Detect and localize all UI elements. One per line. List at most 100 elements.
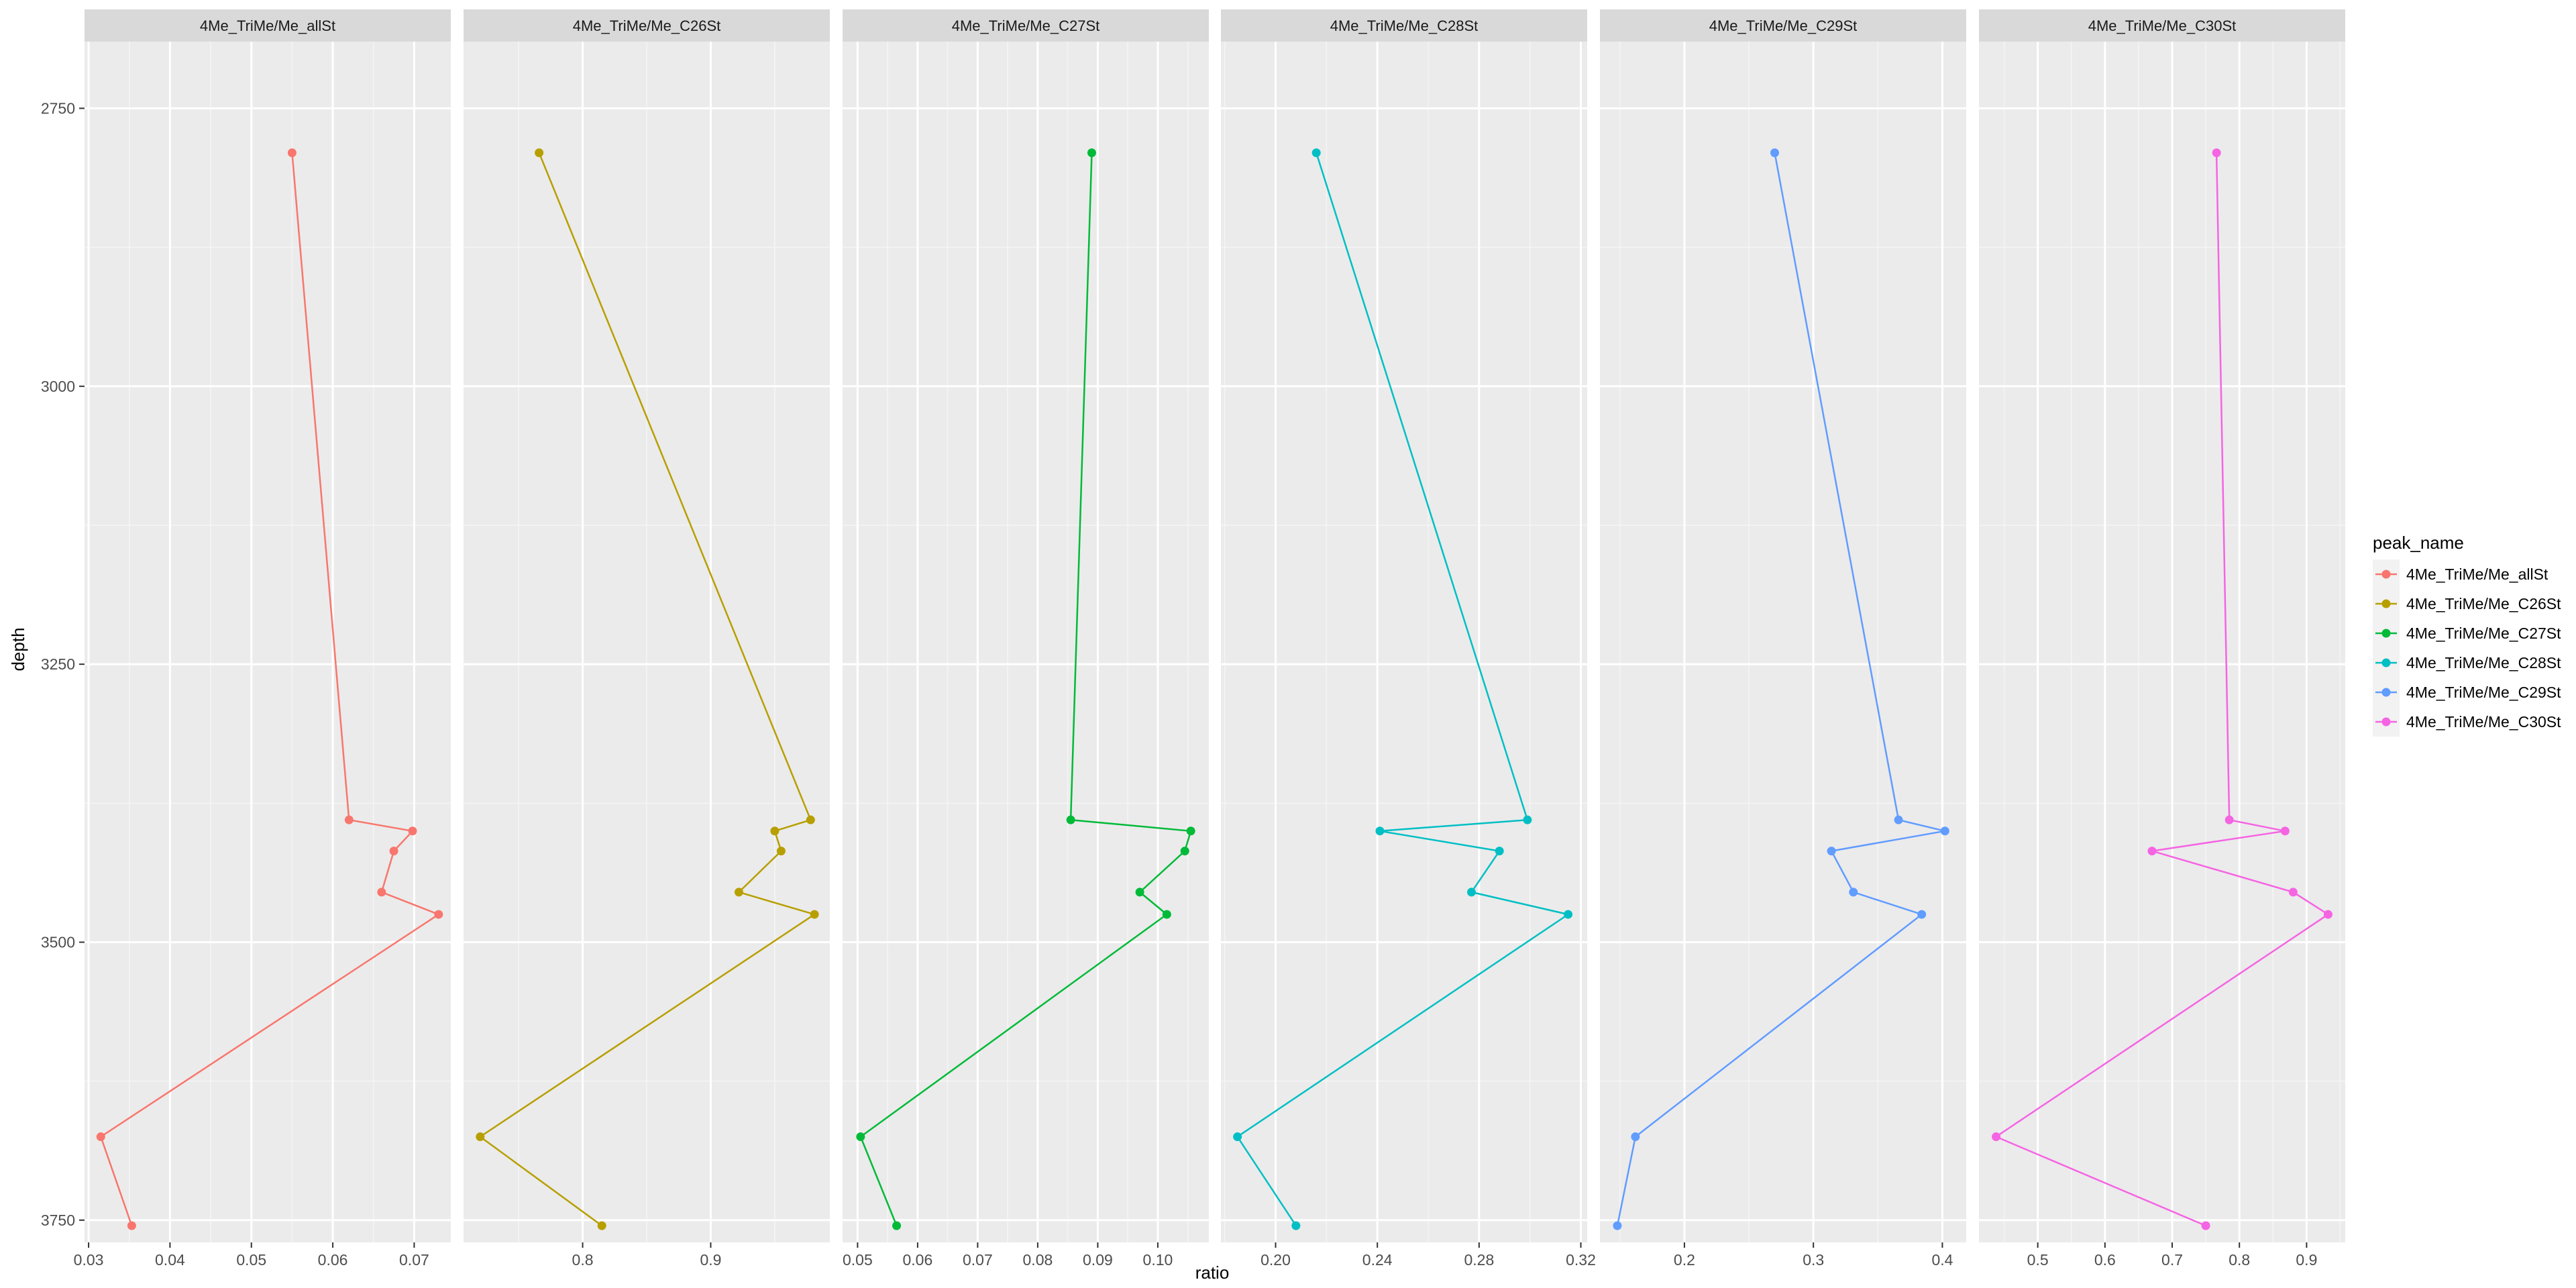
legend-label: 4Me_TriMe/Me_allSt bbox=[2406, 566, 2548, 583]
facet-strip-label: 4Me_TriMe/Me_allSt bbox=[200, 17, 335, 34]
legend-entry: 4Me_TriMe/Me_C29St bbox=[2373, 678, 2561, 707]
x-tick-label: 0.8 bbox=[2229, 1251, 2250, 1269]
series-line bbox=[99, 152, 441, 1226]
data-point bbox=[1564, 910, 1573, 919]
data-point bbox=[1466, 888, 1476, 897]
data-point bbox=[1066, 815, 1075, 824]
x-tick-label: 0.20 bbox=[1260, 1251, 1291, 1269]
data-point bbox=[1087, 148, 1096, 158]
data-point bbox=[1849, 888, 1858, 897]
series-line bbox=[1236, 152, 1570, 1226]
facet-strip bbox=[464, 9, 830, 42]
legend-key-point bbox=[2381, 717, 2391, 727]
data-point bbox=[377, 888, 386, 897]
panel-background bbox=[1979, 42, 2345, 1242]
data-point bbox=[1186, 826, 1195, 836]
x-tick-label: 0.08 bbox=[1023, 1251, 1053, 1269]
facet-strip bbox=[1600, 9, 1966, 42]
x-tick-label: 0.10 bbox=[1143, 1251, 1173, 1269]
facet-strip bbox=[1979, 9, 2345, 42]
series-line bbox=[1994, 152, 2330, 1227]
legend-label: 4Me_TriMe/Me_C26St bbox=[2406, 595, 2561, 612]
legend-key-point bbox=[2381, 570, 2391, 579]
data-point bbox=[1495, 847, 1504, 856]
legend-entry: 4Me_TriMe/Me_C26St bbox=[2373, 589, 2561, 619]
y-tick-label: 3500 bbox=[41, 934, 75, 951]
facet-panel: 4Me_TriMe/Me_allSt 0.03 0.04 0.05 0.06 0.07 bbox=[74, 9, 451, 1269]
x-tick-label: 0.6 bbox=[2094, 1251, 2116, 1269]
data-point bbox=[476, 1132, 485, 1142]
x-tick-label: 0.3 bbox=[1803, 1251, 1824, 1269]
series-line bbox=[859, 152, 1192, 1226]
x-tick-label: 0.05 bbox=[843, 1251, 873, 1269]
x-tick-label: 0.05 bbox=[236, 1251, 266, 1269]
facet-strip bbox=[85, 9, 451, 42]
x-tick-label: 0.03 bbox=[74, 1251, 104, 1269]
data-point bbox=[1827, 847, 1836, 856]
x-tick-label: 0.5 bbox=[2027, 1251, 2049, 1269]
data-point bbox=[856, 1132, 865, 1142]
legend-entry: 4Me_TriMe/Me_C28St bbox=[2373, 648, 2561, 678]
y-axis-title: depth bbox=[8, 627, 28, 671]
x-tick-label: 0.9 bbox=[2296, 1251, 2317, 1269]
x-tick-label: 0.06 bbox=[318, 1251, 348, 1269]
y-axis: 2750 3000 3250 3500 3750 bbox=[41, 99, 85, 1229]
x-tick-label: 0.32 bbox=[1566, 1251, 1596, 1269]
x-tick-label: 0.24 bbox=[1362, 1251, 1393, 1269]
facet-strip bbox=[1221, 9, 1587, 42]
data-point bbox=[1311, 148, 1321, 158]
legend-title: peak_name bbox=[2373, 533, 2464, 553]
data-point bbox=[2280, 826, 2290, 836]
y-tick-label: 3750 bbox=[41, 1212, 75, 1229]
panel-background bbox=[1221, 42, 1587, 1242]
y-tick-label: 2750 bbox=[41, 99, 75, 117]
data-point bbox=[389, 847, 398, 856]
y-tick-label: 3000 bbox=[41, 378, 75, 395]
data-point bbox=[2288, 888, 2298, 897]
legend-key-point bbox=[2381, 658, 2391, 667]
data-point bbox=[1180, 847, 1189, 856]
facet-strip-label: 4Me_TriMe/Me_C30St bbox=[2088, 17, 2236, 34]
data-point bbox=[597, 1221, 606, 1230]
x-tick-label: 0.04 bbox=[155, 1251, 185, 1269]
legend-label: 4Me_TriMe/Me_C29St bbox=[2406, 684, 2561, 701]
legend-key-point bbox=[2381, 629, 2391, 638]
data-point bbox=[127, 1221, 136, 1230]
legend-entry: 4Me_TriMe/Me_allSt bbox=[2373, 559, 2548, 589]
data-point bbox=[810, 910, 819, 919]
x-tick-label: 0.07 bbox=[399, 1251, 429, 1269]
data-point bbox=[1992, 1132, 2001, 1142]
data-point bbox=[1135, 888, 1144, 897]
data-point bbox=[770, 826, 780, 836]
legend-label: 4Me_TriMe/Me_C30St bbox=[2406, 713, 2561, 731]
data-point bbox=[1613, 1221, 1622, 1230]
facet-panel: 4Me_TriMe/Me_C27St 0.05 0.06 0.07 0.08 0.09 0.… bbox=[843, 9, 1209, 1269]
facet-panel: 4Me_TriMe/Me_C30St 0.5 0.6 0.7 0.8 0.9 bbox=[1979, 9, 2345, 1269]
facet-panel: 4Me_TriMe/Me_C29St 0.2 0.3 0.4 bbox=[1600, 9, 1966, 1269]
legend-label: 4Me_TriMe/Me_C27St bbox=[2406, 625, 2561, 642]
facet-panel: 4Me_TriMe/Me_C28St 0.20 0.24 0.28 0.32 bbox=[1221, 9, 1596, 1269]
data-point bbox=[892, 1221, 902, 1230]
x-tick-label: 0.06 bbox=[903, 1251, 933, 1269]
series-line bbox=[478, 152, 817, 1227]
data-point bbox=[287, 148, 297, 158]
data-point bbox=[776, 847, 786, 856]
panel-background bbox=[85, 42, 451, 1242]
panel-background bbox=[843, 42, 1209, 1242]
data-point bbox=[1940, 826, 1949, 836]
data-point bbox=[1917, 910, 1927, 919]
x-tick-label: 0.09 bbox=[1083, 1251, 1113, 1269]
data-point bbox=[2201, 1221, 2210, 1230]
data-point bbox=[1770, 148, 1780, 158]
data-point bbox=[535, 148, 544, 158]
data-point bbox=[1523, 815, 1532, 824]
series-line bbox=[1616, 152, 1945, 1226]
legend-entry: 4Me_TriMe/Me_C30St bbox=[2373, 707, 2561, 737]
x-tick-label: 0.28 bbox=[1464, 1251, 1494, 1269]
data-point bbox=[434, 910, 443, 919]
data-point bbox=[96, 1132, 105, 1142]
facet-strip bbox=[843, 9, 1209, 42]
panel-background bbox=[1600, 42, 1966, 1242]
